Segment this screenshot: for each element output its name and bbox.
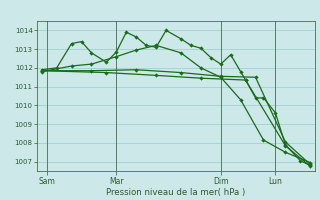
X-axis label: Pression niveau de la mer( hPa ): Pression niveau de la mer( hPa ) [106, 188, 246, 197]
